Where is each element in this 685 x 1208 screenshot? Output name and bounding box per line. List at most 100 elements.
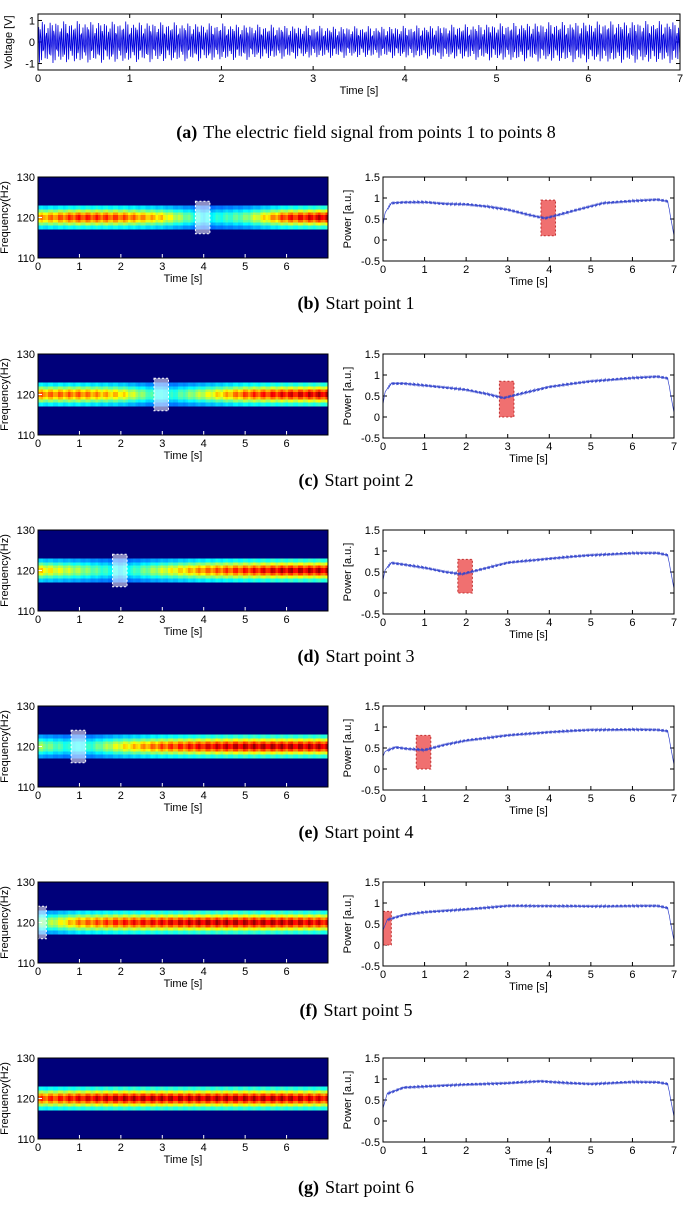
power-line	[382, 1079, 675, 1117]
heatmap-cell	[280, 1096, 284, 1101]
x-tick-label: 4	[201, 261, 207, 273]
heatmap-cell	[275, 744, 279, 749]
heatmap-cell	[173, 392, 176, 397]
y-tick-label: 0	[374, 1116, 380, 1128]
heatmap-cell	[115, 1096, 119, 1101]
heatmap-cell	[255, 1096, 259, 1101]
heatmap-cell	[315, 920, 319, 925]
heatmap-cell	[188, 1096, 191, 1101]
heatmap-cell	[315, 744, 319, 749]
y-tick-label: -0.5	[361, 609, 380, 621]
y-tick-label: -0.5	[361, 433, 380, 445]
heatmap-cell	[105, 744, 109, 749]
heatmap-cell	[60, 744, 64, 749]
y-tick-label: 1	[374, 722, 380, 734]
heatmap-cell	[88, 920, 91, 925]
axes-frame	[37, 13, 681, 71]
heatmap-cell	[268, 568, 271, 573]
heatmap-cell	[265, 744, 269, 749]
heatmap-cell	[248, 744, 251, 749]
x-tick-label: 5	[588, 264, 594, 276]
heatmap-cell	[85, 568, 89, 573]
heatmap-cell	[50, 744, 54, 749]
heatmap-cell	[110, 568, 114, 573]
heatmap-cell	[170, 215, 174, 220]
y-tick-label: 0.5	[365, 919, 380, 931]
heatmap-cell	[75, 920, 79, 925]
heatmap-cell	[65, 392, 69, 397]
heatmap-cell	[145, 1096, 149, 1101]
heatmap-cell	[285, 568, 289, 573]
x-tick-label: 6	[629, 441, 635, 453]
heatmap-cell	[195, 1096, 199, 1101]
caption-text: Start point 4	[324, 822, 413, 842]
heatmap-cell	[118, 744, 121, 749]
heatmap-cell	[205, 568, 209, 573]
x-tick-label: 1	[422, 793, 428, 805]
heatmap-cell	[303, 744, 306, 749]
heatmap-cell	[80, 1096, 84, 1101]
heatmap-cell	[215, 392, 219, 397]
heatmap-cell	[138, 215, 141, 220]
heatmap-cell	[190, 215, 194, 220]
heatmap-cell	[290, 920, 294, 925]
y-tick-label: 0	[374, 940, 380, 952]
heatmap-cell	[128, 744, 131, 749]
heatmap-cell	[155, 1096, 159, 1101]
heatmap-cell	[158, 744, 161, 749]
heatmap-cell	[318, 215, 321, 220]
heatmap-cell	[245, 744, 249, 749]
heatmap-cell	[63, 392, 66, 397]
heatmap-cell	[188, 392, 191, 397]
heatmap-cell	[258, 392, 261, 397]
x-axis-label: Time [s]	[509, 805, 548, 817]
heatmap-cell	[290, 392, 294, 397]
x-tick-label: 6	[629, 969, 635, 981]
heatmap-cell	[138, 920, 141, 925]
heatmap-cell	[75, 1096, 79, 1101]
heatmap-cell	[233, 215, 236, 220]
heatmap-cell	[260, 568, 264, 573]
heatmap-cell	[248, 1096, 251, 1101]
heatmap-cell	[245, 392, 249, 397]
heatmap-cell	[100, 392, 104, 397]
x-tick-label: 4	[201, 966, 207, 978]
heatmap-cell	[303, 215, 306, 220]
heatmap-cell	[253, 215, 256, 220]
heatmap-cell	[130, 392, 134, 397]
heatmap-cell	[130, 1096, 134, 1101]
heatmap-cell	[160, 920, 164, 925]
heatmap-cell	[280, 215, 284, 220]
heatmap-cell	[95, 215, 99, 220]
y-tick-label: -0.5	[361, 961, 380, 973]
x-tick-label: 4	[201, 614, 207, 626]
x-tick-label: 1	[422, 969, 428, 981]
heatmap-cell	[153, 215, 156, 220]
heatmap-cell	[65, 568, 69, 573]
heatmap-cell	[193, 392, 196, 397]
x-tick-label: 2	[463, 441, 469, 453]
heatmap-cell	[308, 215, 311, 220]
heatmap-cell	[313, 920, 316, 925]
y-tick-label: 1.5	[365, 701, 380, 713]
heatmap-cell	[320, 1096, 324, 1101]
heatmap-cell	[310, 215, 314, 220]
x-axis-label: Time [s]	[164, 626, 203, 638]
x-axis-label: Time [s]	[164, 802, 203, 814]
y-axis-label: Power [a.u.]	[342, 543, 354, 602]
y-axis-label: Power [a.u.]	[342, 719, 354, 778]
power-highlight	[415, 734, 432, 770]
heatmap-cell	[308, 392, 311, 397]
heatmap-cell	[185, 1096, 189, 1101]
heatmap-cell	[55, 744, 59, 749]
heatmap-cell	[165, 1096, 169, 1101]
heatmap-cell	[163, 568, 166, 573]
heatmap-cell	[260, 744, 264, 749]
heatmap-cell	[63, 568, 66, 573]
heatmap-cell	[148, 392, 151, 397]
heatmap-cell	[108, 744, 111, 749]
x-axis-label: Time [s]	[340, 85, 379, 97]
